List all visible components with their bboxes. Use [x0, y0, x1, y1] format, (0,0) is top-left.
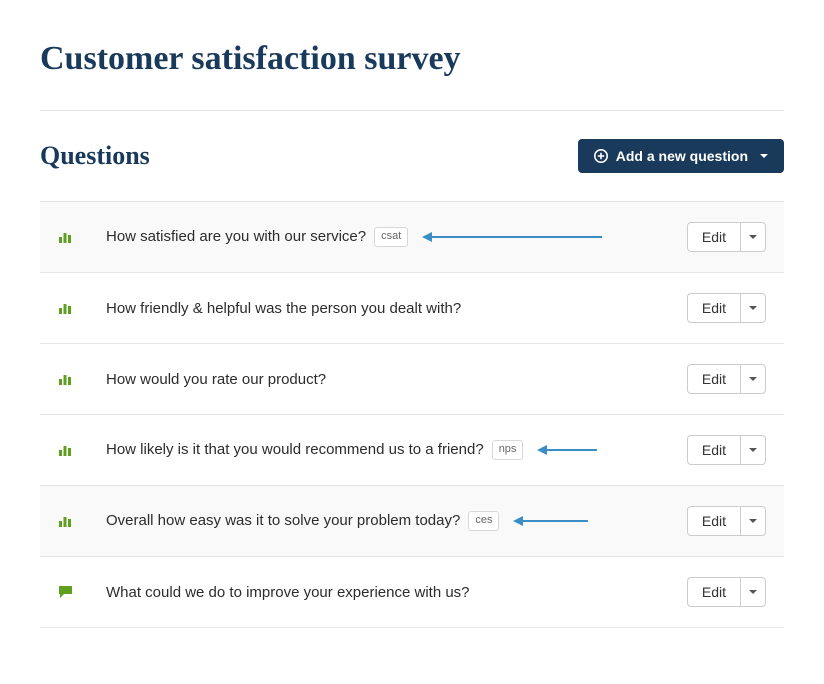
chevron-down-icon — [749, 448, 757, 452]
question-list: How satisfied are you with our service? c… — [40, 201, 784, 628]
section-header: Questions Add a new question — [40, 139, 784, 173]
add-question-button[interactable]: Add a new question — [578, 139, 784, 173]
edit-button-group: Edit — [687, 577, 766, 607]
question-text: What could we do to improve your experie… — [106, 584, 470, 601]
bar-chart-icon — [58, 301, 86, 315]
divider — [40, 110, 784, 111]
chevron-down-icon — [749, 377, 757, 381]
edit-button-group: Edit — [687, 435, 766, 465]
question-text: Overall how easy was it to solve your pr… — [106, 512, 460, 529]
edit-button[interactable]: Edit — [687, 435, 740, 465]
page-title: Customer satisfaction survey — [40, 40, 784, 78]
bar-chart-icon — [58, 514, 86, 528]
question-text: How would you rate our product? — [106, 371, 326, 388]
edit-button[interactable]: Edit — [687, 293, 740, 323]
question-row: How friendly & helpful was the person yo… — [40, 273, 784, 344]
edit-button[interactable]: Edit — [687, 506, 740, 536]
question-row: What could we do to improve your experie… — [40, 557, 784, 628]
annotation-arrow-icon — [422, 232, 602, 242]
question-text: How satisfied are you with our service? — [106, 228, 366, 245]
add-question-label: Add a new question — [616, 148, 748, 164]
bar-chart-icon — [58, 443, 86, 457]
question-row: How satisfied are you with our service? c… — [40, 202, 784, 273]
question-row: Overall how easy was it to solve your pr… — [40, 486, 784, 557]
edit-dropdown-button[interactable] — [740, 222, 766, 252]
edit-button[interactable]: Edit — [687, 577, 740, 607]
bar-chart-icon — [58, 230, 86, 244]
edit-dropdown-button[interactable] — [740, 506, 766, 536]
plus-circle-icon — [594, 149, 608, 163]
question-body: How would you rate our product? — [106, 371, 687, 388]
edit-dropdown-button[interactable] — [740, 364, 766, 394]
bar-chart-icon — [58, 372, 86, 386]
question-text: How friendly & helpful was the person yo… — [106, 300, 461, 317]
questions-section-title: Questions — [40, 141, 150, 171]
chevron-down-icon — [749, 519, 757, 523]
question-row: How likely is it that you would recommen… — [40, 415, 784, 486]
question-row: How would you rate our product? Edit — [40, 344, 784, 415]
chevron-down-icon — [749, 590, 757, 594]
chevron-down-icon — [749, 235, 757, 239]
question-body: How friendly & helpful was the person yo… — [106, 300, 687, 317]
question-tag: nps — [492, 440, 524, 459]
edit-dropdown-button[interactable] — [740, 577, 766, 607]
edit-button-group: Edit — [687, 364, 766, 394]
edit-dropdown-button[interactable] — [740, 293, 766, 323]
edit-button[interactable]: Edit — [687, 222, 740, 252]
question-tag: ces — [468, 511, 499, 530]
question-tag: csat — [374, 227, 408, 246]
annotation-arrow-icon — [537, 445, 597, 455]
edit-button-group: Edit — [687, 293, 766, 323]
question-body: How likely is it that you would recommen… — [106, 440, 687, 459]
chevron-down-icon — [760, 154, 768, 158]
edit-button-group: Edit — [687, 222, 766, 252]
question-body: Overall how easy was it to solve your pr… — [106, 511, 687, 530]
edit-dropdown-button[interactable] — [740, 435, 766, 465]
question-text: How likely is it that you would recommen… — [106, 441, 484, 458]
annotation-arrow-icon — [513, 516, 588, 526]
edit-button[interactable]: Edit — [687, 364, 740, 394]
chevron-down-icon — [749, 306, 757, 310]
question-body: What could we do to improve your experie… — [106, 584, 687, 601]
comment-icon — [58, 585, 86, 599]
question-body: How satisfied are you with our service? c… — [106, 227, 687, 246]
edit-button-group: Edit — [687, 506, 766, 536]
